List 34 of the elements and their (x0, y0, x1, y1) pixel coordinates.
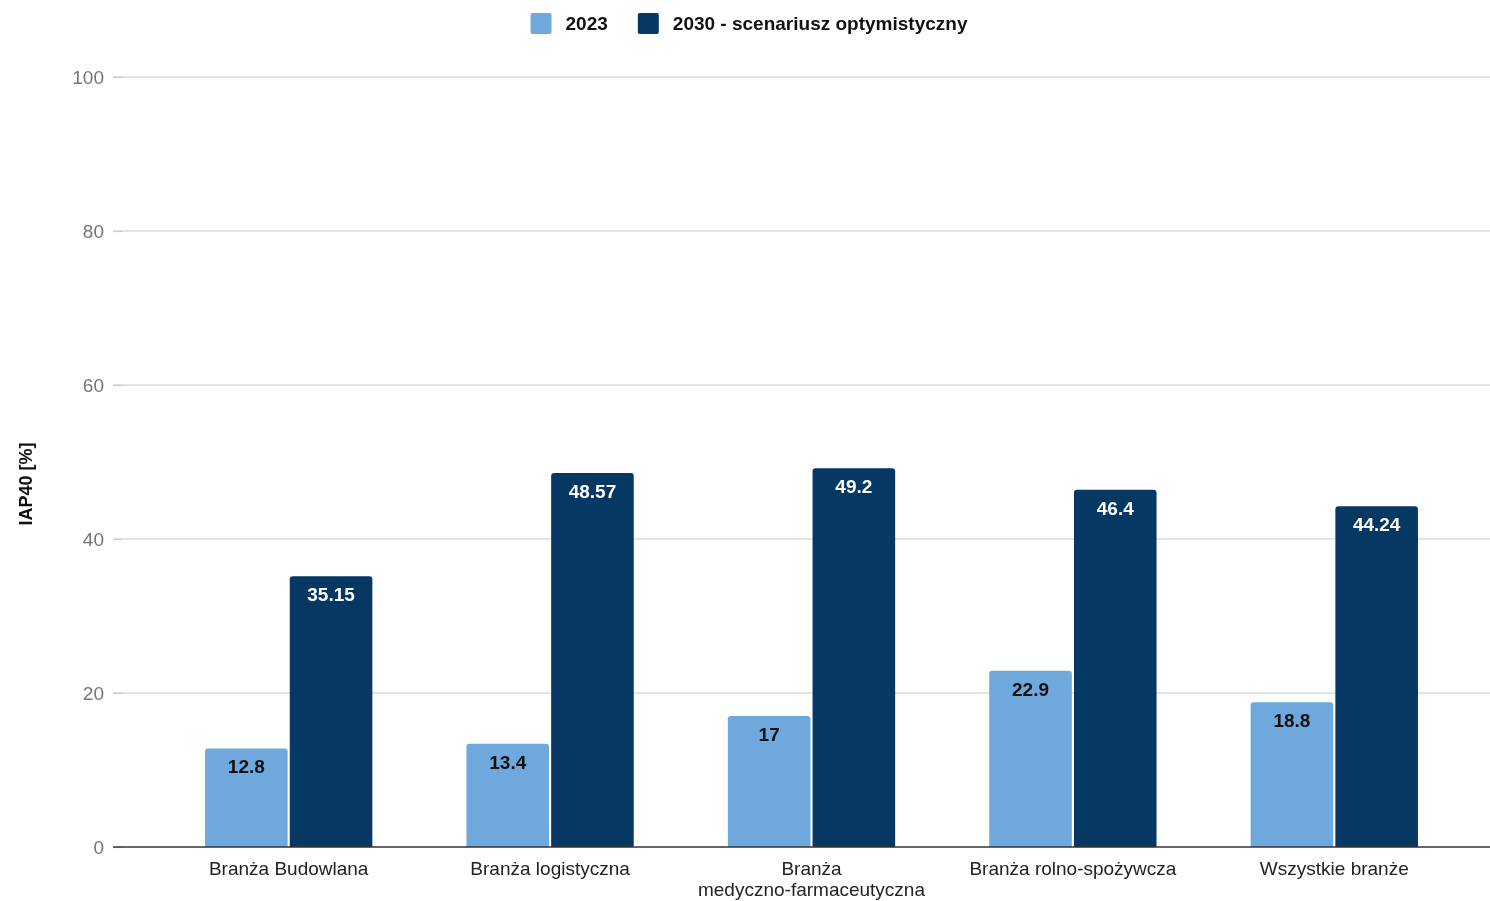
data-label: 22.9 (1012, 678, 1050, 700)
data-label: 18.8 (1273, 710, 1311, 732)
y-tick-label: 0 (93, 836, 104, 858)
data-label: 48.57 (568, 481, 617, 503)
y-tick-label: 100 (72, 66, 104, 88)
data-label: 46.4 (1096, 497, 1135, 519)
legend-label: 2030 - scenariusz optymistyczny (672, 13, 968, 34)
y-tick-label: 20 (82, 682, 104, 704)
bar (1073, 489, 1157, 847)
x-tick-label: Branża logistyczna (470, 858, 631, 879)
bar (812, 468, 896, 847)
y-tick-label: 40 (82, 528, 104, 550)
bar (551, 473, 634, 847)
bar (205, 748, 288, 847)
x-tick-label: Branża rolno-spożywcza (969, 858, 1177, 879)
data-label: 17 (758, 724, 780, 746)
x-tick-label: Branża Budowlana (208, 858, 369, 879)
y-axis-title: IAP40 [%] (16, 442, 36, 526)
bar (1250, 702, 1334, 847)
bar (989, 670, 1072, 847)
data-label: 12.8 (227, 756, 265, 778)
y-tick-label: 80 (82, 220, 104, 242)
data-label: 44.24 (1352, 514, 1401, 536)
data-label: 35.15 (307, 584, 356, 606)
bar (727, 716, 811, 847)
legend-label: 2023 (565, 13, 608, 34)
bar (1335, 506, 1418, 847)
bar (466, 743, 550, 847)
data-label: 13.4 (489, 751, 527, 773)
bar (289, 576, 373, 847)
y-tick-label: 60 (82, 374, 104, 396)
x-tick-label: Wszystkie branże (1259, 858, 1409, 879)
x-tick-label: Branża medyczno-farmaceutyczna (697, 858, 926, 900)
data-label: 49.2 (835, 476, 873, 498)
